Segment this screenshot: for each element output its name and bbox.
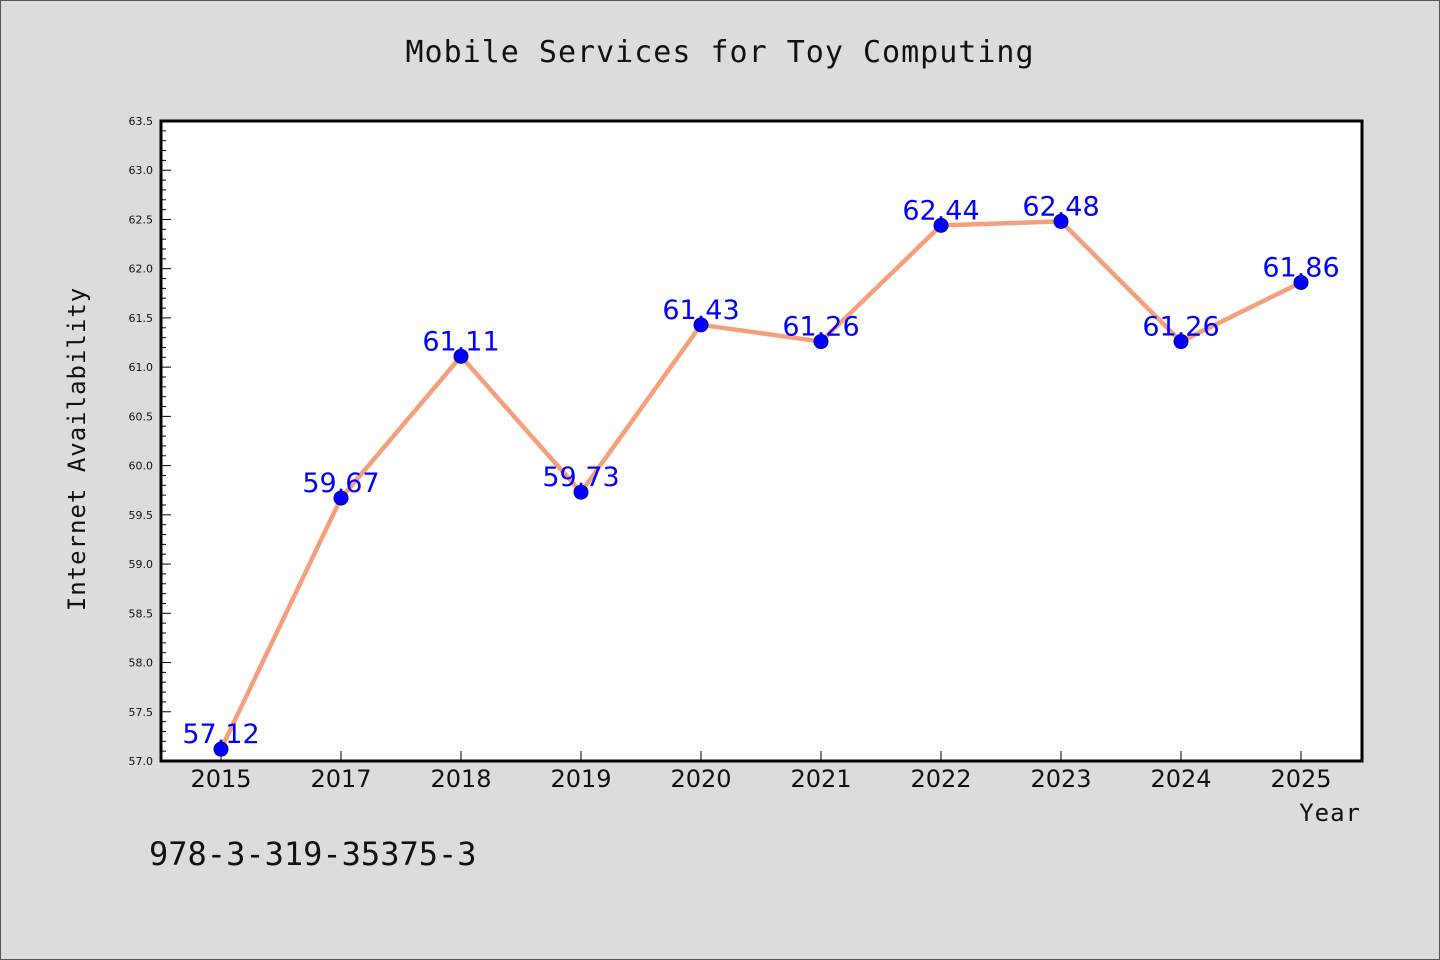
y-tick-label: 57.5 xyxy=(129,706,154,719)
data-point xyxy=(933,217,949,233)
x-tick-label: 2015 xyxy=(190,765,251,793)
x-tick-label: 2024 xyxy=(1150,765,1211,793)
data-label: 62.44 xyxy=(902,195,979,226)
y-tick-label: 57.0 xyxy=(129,755,154,768)
data-label: 61.26 xyxy=(782,312,859,343)
y-tick-label: 61.0 xyxy=(129,361,154,374)
data-point xyxy=(333,490,349,506)
y-tick-label: 63.5 xyxy=(129,115,154,128)
data-point xyxy=(573,484,589,500)
plot-area xyxy=(159,119,1364,763)
x-axis-label: Year xyxy=(1299,799,1361,827)
x-tick-label: 2021 xyxy=(790,765,851,793)
y-tick-label: 60.0 xyxy=(129,460,154,473)
data-point xyxy=(1173,334,1189,350)
data-point xyxy=(813,334,829,350)
data-label: 61.43 xyxy=(662,295,739,326)
y-tick-label: 60.5 xyxy=(129,410,154,423)
data-label: 59.73 xyxy=(542,462,619,493)
y-axis: 57.0 57.5 58.0 58.5 59.0 59.5 60.0 60.5 61.0 61.5… xyxy=(129,115,171,768)
x-tick-label: 2022 xyxy=(910,765,971,793)
data-point xyxy=(213,741,229,757)
y-tick-label: 58.0 xyxy=(129,657,154,670)
x-tick-label: 2020 xyxy=(670,765,731,793)
data-label: 57.12 xyxy=(182,719,259,750)
y-tick-label: 59.0 xyxy=(129,558,154,571)
x-axis: 2015 2017 2018 2019 2020 2021 2022 2023 2024 2025 xyxy=(190,751,1332,793)
x-tick-label: 2018 xyxy=(430,765,491,793)
y-axis-label: Internet Availability xyxy=(63,287,91,611)
y-tick-label: 59.5 xyxy=(129,509,154,522)
isbn-text: 978-3-319-35375-3 xyxy=(149,835,477,873)
y-tick-label: 58.5 xyxy=(129,607,154,620)
data-label: 61.86 xyxy=(1262,252,1339,283)
data-label: 62.48 xyxy=(1022,191,1099,222)
y-tick-label: 61.5 xyxy=(129,312,154,325)
y-tick-label: 63.0 xyxy=(129,164,154,177)
x-tick-label: 2017 xyxy=(310,765,371,793)
data-labels: 57.12 59.67 61.11 59.73 61.43 61.26 62.44 62.48… xyxy=(182,191,1339,750)
x-tick-label: 2025 xyxy=(1270,765,1331,793)
data-label: 59.67 xyxy=(302,468,379,499)
data-label: 61.11 xyxy=(422,326,499,357)
data-point xyxy=(693,317,709,333)
series-layer xyxy=(213,213,1309,757)
data-point xyxy=(1293,274,1309,290)
data-label: 61.26 xyxy=(1142,312,1219,343)
y-tick-label: 62.5 xyxy=(129,213,154,226)
y-tick-label: 62.0 xyxy=(129,263,154,276)
series-line xyxy=(218,219,1302,751)
data-point xyxy=(1053,213,1069,229)
x-tick-label: 2023 xyxy=(1030,765,1091,793)
chart-title: Mobile Services for Toy Computing xyxy=(405,35,1035,70)
x-tick-label: 2019 xyxy=(550,765,611,793)
data-point xyxy=(453,348,469,364)
